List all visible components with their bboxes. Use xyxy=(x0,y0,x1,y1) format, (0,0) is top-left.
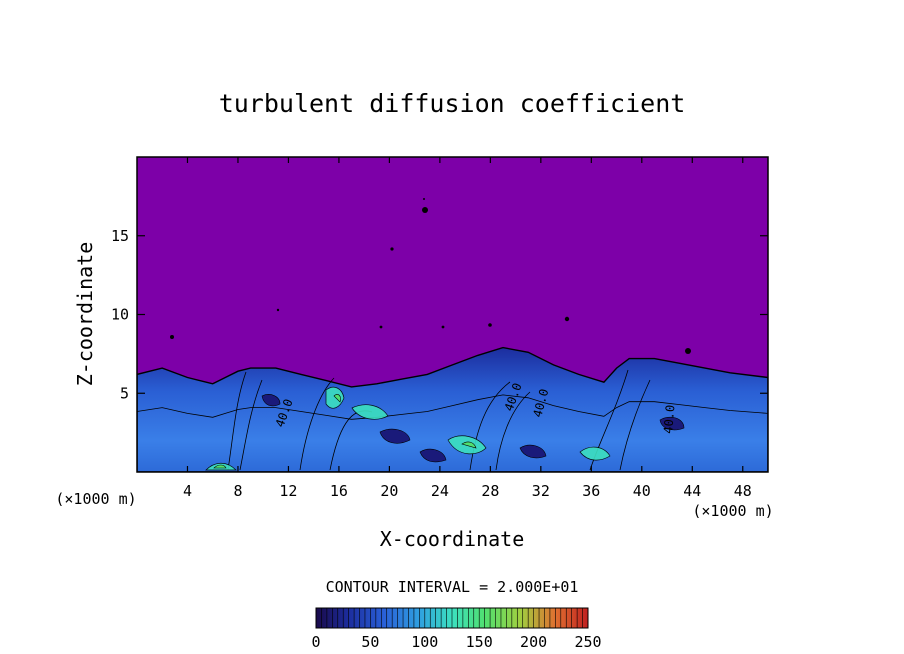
x-tick-label: 32 xyxy=(532,482,550,500)
colorbar-tick-label: 150 xyxy=(466,633,493,651)
colorbar: 0 50 100 150 200 250 xyxy=(311,607,602,651)
green-patches xyxy=(213,394,477,469)
x-tick-label: 12 xyxy=(279,482,297,500)
x-tick-label: 48 xyxy=(734,482,752,500)
high-value-patches xyxy=(205,386,611,471)
colorbar-contour-lines xyxy=(321,608,583,628)
isolated-specks xyxy=(170,198,691,354)
y-axis-ticks: 5 10 15 xyxy=(111,227,768,402)
heatmap-field: 40.0 40.0 40.0 40.0 xyxy=(137,198,768,472)
x-tick-label: 24 xyxy=(431,482,449,500)
colorbar-tick-label: 200 xyxy=(520,633,547,651)
x-unit-label-left: (×1000 m) xyxy=(55,490,136,508)
x-axis-ticks: 4 8 12 16 20 24 28 32 36 40 44 48 xyxy=(183,157,752,500)
x-axis-label: X-coordinate xyxy=(380,527,525,551)
colorbar-tick-label: 100 xyxy=(411,633,438,651)
x-tick-label: 28 xyxy=(481,482,499,500)
colorbar-ticks: 0 50 100 150 200 250 xyxy=(311,633,601,651)
x-tick-label: 16 xyxy=(330,482,348,500)
plume-streaks xyxy=(227,369,651,471)
chart-title: turbulent diffusion coefficient xyxy=(219,89,686,118)
y-tick-label: 10 xyxy=(111,306,129,324)
contour-label: 40.0 xyxy=(661,404,677,434)
x-tick-label: 44 xyxy=(683,482,701,500)
colorbar-tick-label: 50 xyxy=(361,633,379,651)
x-tick-label: 40 xyxy=(633,482,651,500)
x-tick-label: 20 xyxy=(380,482,398,500)
x-unit-label-right: (×1000 m) xyxy=(692,502,773,520)
colorbar-tick-label: 0 xyxy=(311,633,320,651)
y-tick-label: 15 xyxy=(111,227,129,245)
turbulent-layer xyxy=(137,346,768,472)
x-tick-label: 36 xyxy=(582,482,600,500)
turbulent-layer-contour xyxy=(137,394,768,420)
y-tick-label: 5 xyxy=(120,384,129,402)
dark-patches xyxy=(261,394,685,463)
x-tick-label: 4 xyxy=(183,482,192,500)
contour-interval-label: CONTOUR INTERVAL = 2.000E+01 xyxy=(326,578,579,596)
y-axis-label: Z-coordinate xyxy=(73,242,97,387)
colorbar-tick-label: 250 xyxy=(574,633,601,651)
x-tick-label: 8 xyxy=(233,482,242,500)
